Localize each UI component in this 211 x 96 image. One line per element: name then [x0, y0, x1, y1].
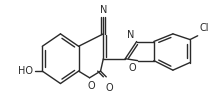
- Text: O: O: [128, 63, 136, 73]
- Text: N: N: [127, 30, 135, 40]
- Text: Cl: Cl: [200, 23, 209, 33]
- Text: HO: HO: [18, 66, 33, 76]
- Text: O: O: [88, 81, 95, 91]
- Text: O: O: [105, 83, 113, 93]
- Text: N: N: [100, 5, 107, 15]
